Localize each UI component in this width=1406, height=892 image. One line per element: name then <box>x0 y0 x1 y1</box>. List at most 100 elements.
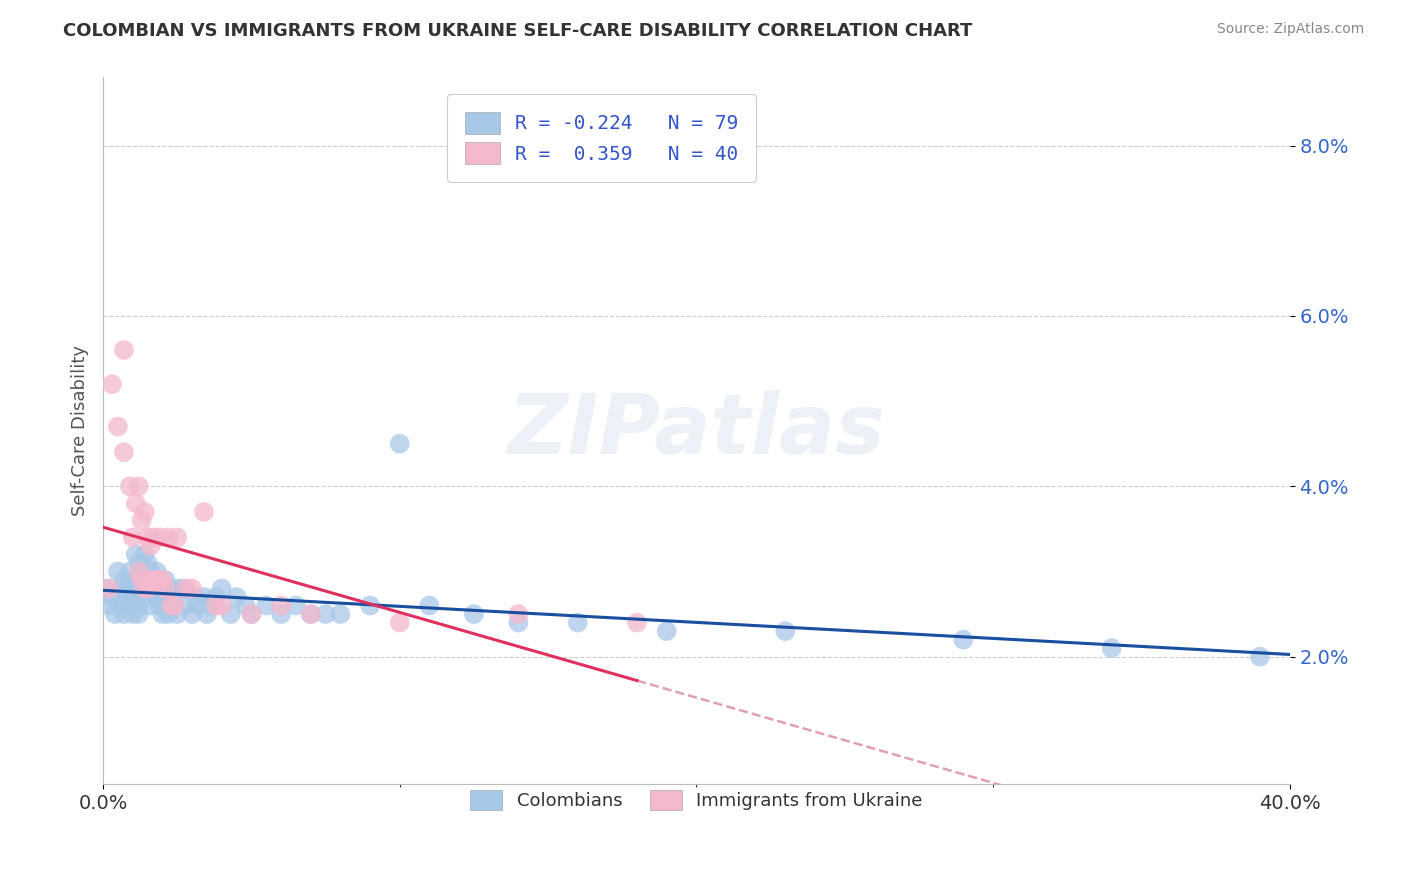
Point <box>240 607 263 621</box>
Point <box>163 599 186 613</box>
Point <box>157 607 180 621</box>
Point <box>195 607 218 621</box>
Point <box>418 599 440 613</box>
Point <box>205 590 228 604</box>
Legend: Colombians, Immigrants from Ukraine: Colombians, Immigrants from Ukraine <box>456 775 938 825</box>
Point <box>128 479 150 493</box>
Text: Source: ZipAtlas.com: Source: ZipAtlas.com <box>1216 22 1364 37</box>
Point <box>155 582 177 596</box>
Point <box>299 607 322 621</box>
Point <box>121 590 143 604</box>
Point <box>508 615 530 630</box>
Point <box>142 590 165 604</box>
Point <box>157 530 180 544</box>
Point <box>187 599 209 613</box>
Point <box>125 599 148 613</box>
Point <box>112 573 135 587</box>
Point <box>139 565 162 579</box>
Point <box>145 573 167 587</box>
Point <box>155 573 177 587</box>
Point <box>315 607 337 621</box>
Point <box>205 599 228 613</box>
Point <box>107 565 129 579</box>
Point <box>148 573 170 587</box>
Point <box>142 573 165 587</box>
Point <box>193 505 215 519</box>
Point <box>166 607 188 621</box>
Point <box>388 615 411 630</box>
Point <box>655 624 678 639</box>
Point <box>128 556 150 570</box>
Point <box>136 530 159 544</box>
Point <box>157 582 180 596</box>
Point <box>139 573 162 587</box>
Point <box>125 496 148 510</box>
Point <box>134 505 156 519</box>
Point <box>139 539 162 553</box>
Point <box>142 573 165 587</box>
Point <box>152 607 174 621</box>
Point <box>128 607 150 621</box>
Point <box>134 548 156 562</box>
Point <box>198 599 221 613</box>
Point <box>359 599 381 613</box>
Point <box>211 582 233 596</box>
Point <box>118 565 141 579</box>
Point <box>163 599 186 613</box>
Point <box>155 599 177 613</box>
Point <box>139 599 162 613</box>
Point <box>299 607 322 621</box>
Point <box>131 565 153 579</box>
Point <box>329 607 352 621</box>
Point <box>463 607 485 621</box>
Text: ZIPatlas: ZIPatlas <box>508 391 886 472</box>
Point <box>112 445 135 459</box>
Point <box>115 582 138 596</box>
Point <box>160 590 183 604</box>
Point <box>125 548 148 562</box>
Point <box>112 343 135 357</box>
Point <box>184 590 207 604</box>
Point <box>145 590 167 604</box>
Point <box>131 513 153 527</box>
Point <box>134 573 156 587</box>
Point <box>174 599 197 613</box>
Point <box>148 582 170 596</box>
Point <box>125 582 148 596</box>
Point <box>118 479 141 493</box>
Point <box>567 615 589 630</box>
Point <box>107 419 129 434</box>
Point <box>1101 641 1123 656</box>
Point <box>166 530 188 544</box>
Point <box>211 599 233 613</box>
Point <box>388 436 411 450</box>
Point <box>104 607 127 621</box>
Point <box>152 582 174 596</box>
Point <box>270 599 292 613</box>
Point <box>136 582 159 596</box>
Point <box>128 582 150 596</box>
Point <box>112 607 135 621</box>
Point <box>136 582 159 596</box>
Point <box>110 599 132 613</box>
Point <box>145 565 167 579</box>
Point <box>118 599 141 613</box>
Point <box>225 590 247 604</box>
Point <box>115 590 138 604</box>
Point <box>94 582 117 596</box>
Point <box>98 582 121 596</box>
Point <box>121 530 143 544</box>
Point <box>181 582 204 596</box>
Point <box>121 573 143 587</box>
Point <box>219 607 242 621</box>
Point <box>166 582 188 596</box>
Point <box>131 573 153 587</box>
Point <box>193 590 215 604</box>
Text: COLOMBIAN VS IMMIGRANTS FROM UKRAINE SELF-CARE DISABILITY CORRELATION CHART: COLOMBIAN VS IMMIGRANTS FROM UKRAINE SEL… <box>63 22 973 40</box>
Point <box>142 530 165 544</box>
Point <box>160 599 183 613</box>
Point <box>134 582 156 596</box>
Point <box>131 590 153 604</box>
Point <box>172 582 194 596</box>
Point <box>98 599 121 613</box>
